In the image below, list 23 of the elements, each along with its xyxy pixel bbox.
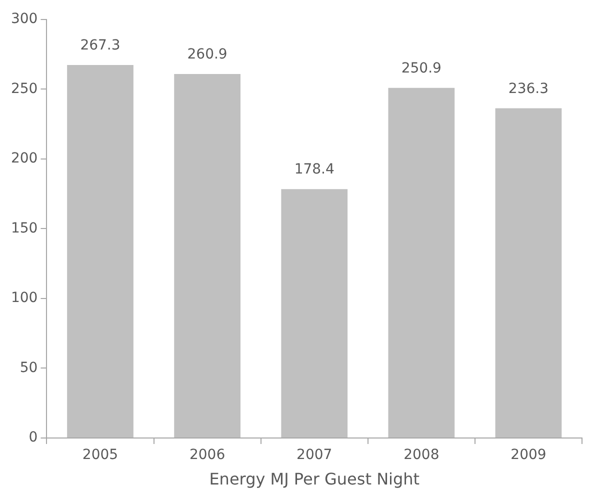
x-tick-label: 2006 [189, 447, 226, 464]
x-tick-label: 2008 [404, 447, 440, 464]
y-tick-label: 50 [20, 360, 38, 376]
bar [388, 88, 455, 438]
data-label: 260.9 [187, 46, 228, 63]
x-tick-label: 2005 [82, 447, 118, 464]
y-tick-label: 100 [10, 290, 38, 306]
bar [495, 108, 562, 438]
x-axis-title: Energy MJ Per Guest Night [209, 470, 420, 489]
data-label: 267.3 [80, 38, 120, 54]
bar [281, 189, 348, 438]
bar [67, 65, 134, 438]
y-tick-label: 300 [10, 11, 38, 28]
x-tick-label: 2007 [296, 447, 332, 464]
data-label: 178.4 [294, 162, 334, 178]
y-tick-label: 250 [10, 80, 38, 97]
data-label: 236.3 [508, 80, 549, 97]
y-tick-label: 200 [10, 150, 38, 167]
bar [174, 74, 240, 438]
data-label: 250.9 [401, 60, 442, 77]
y-tick-label: 0 [28, 430, 38, 446]
x-tick-label: 2009 [510, 447, 546, 464]
y-tick-label: 150 [10, 220, 38, 236]
